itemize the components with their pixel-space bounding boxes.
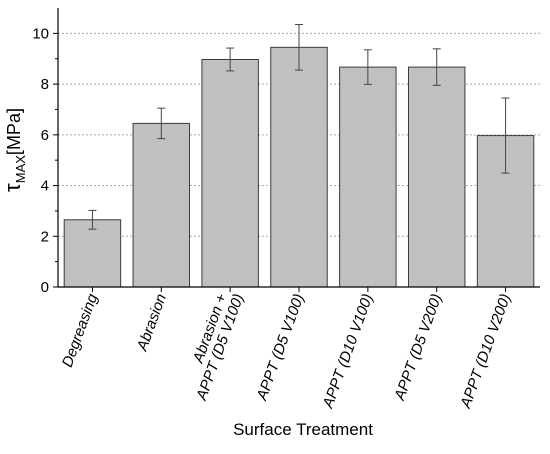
y-tick-label: 10 (32, 25, 49, 42)
x-tick-label: APPT (D5 V100) (253, 292, 308, 404)
bar (132, 122, 191, 288)
x-tick-labels: Degreasing Abrasion Abrasion +APPT (D5 V10… (59, 291, 514, 411)
y-tick-label: 8 (41, 76, 49, 93)
y-axis-title: τMAX[MPa] (0, 108, 28, 192)
y-axis-title-symbol: τ (0, 183, 25, 192)
bar-layer (63, 46, 535, 288)
y-tick-labels: 0 2 4 6 8 10 (32, 25, 49, 296)
y-tick-label: 6 (41, 127, 49, 144)
error-bar-layer (88, 23, 510, 230)
x-tick-label: APPT (D10 V100) (319, 292, 376, 412)
y-axis-title-subscript: MAX (13, 155, 28, 184)
y-tick-label: 0 (41, 279, 49, 296)
axis-layer (53, 8, 540, 292)
x-tick-label: APPT (D10 V200) (457, 292, 514, 412)
x-tick-label: APPT (D5 V200) (391, 292, 446, 404)
x-tick-label: Degreasing (59, 291, 101, 370)
bar (201, 58, 259, 288)
bar (270, 46, 328, 288)
y-axis-title-unit: [MPa] (4, 108, 24, 155)
bar (339, 66, 397, 288)
x-tick-label: Abrasion (133, 292, 170, 354)
y-tick-label: 2 (41, 228, 49, 245)
y-tick-label: 4 (41, 178, 49, 195)
x-axis-title: Surface Treatment (233, 420, 373, 439)
bar (407, 66, 466, 288)
bar (63, 219, 122, 288)
